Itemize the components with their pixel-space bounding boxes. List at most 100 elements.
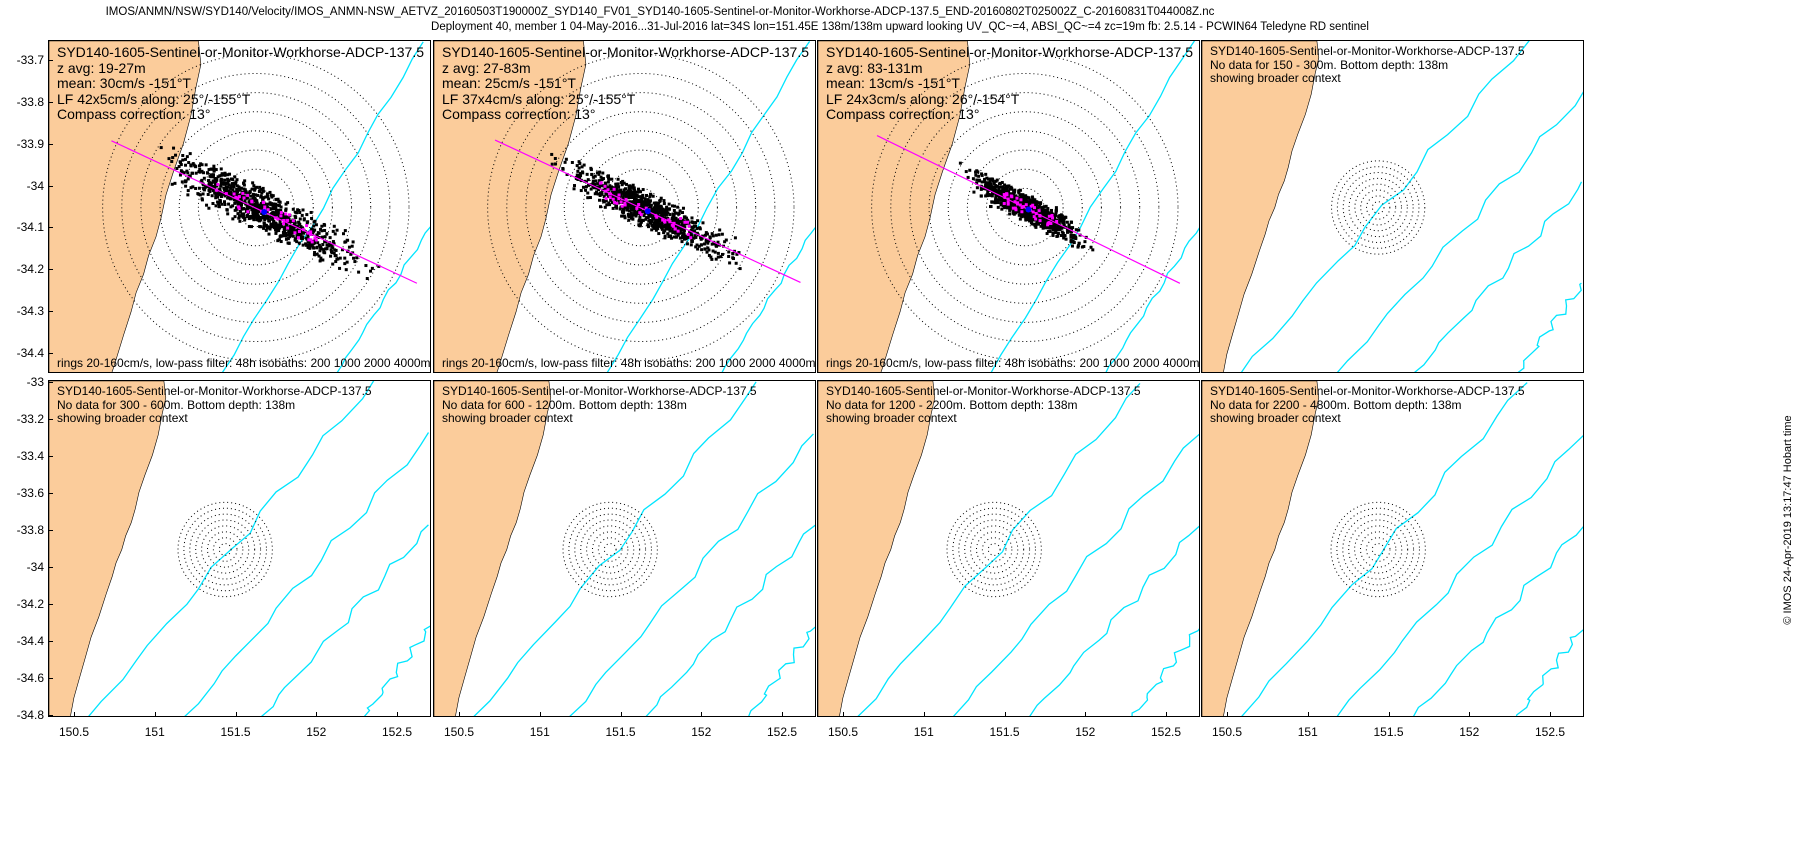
lowpass-point [306,231,310,235]
velocity-point [694,245,698,249]
velocity-point [1037,221,1041,225]
velocity-point [329,248,333,252]
velocity-point [251,192,255,196]
velocity-point [727,250,731,254]
velocity-point [727,254,731,258]
velocity-point [638,199,642,203]
velocity-point [1035,217,1039,221]
lowpass-point [279,214,283,218]
velocity-point [1070,240,1074,244]
velocity-point [1069,220,1073,224]
speed-ring [582,149,699,266]
velocity-point [265,214,269,218]
velocity-point [689,232,693,236]
lowpass-point [644,206,648,210]
lowpass-point [297,236,301,240]
velocity-point [312,220,316,224]
velocity-point [606,195,610,199]
velocity-point [593,192,597,196]
velocity-point [220,192,224,196]
velocity-point [249,206,253,210]
velocity-point [659,196,663,200]
speed-ring [580,519,641,580]
lowpass-point [1006,202,1010,206]
velocity-point [327,244,331,248]
velocity-point [317,254,321,258]
velocity-point [319,227,323,231]
speed-ring [966,149,1083,266]
velocity-point [645,216,649,220]
velocity-point [636,190,640,194]
velocity-point [601,171,605,175]
lowpass-point [1009,194,1013,198]
lowpass-point [639,213,643,217]
velocity-point [993,200,997,204]
velocity-point [254,208,258,212]
velocity-point [213,186,217,190]
velocity-point [658,210,662,214]
speed-ring [1342,513,1415,586]
velocity-point [1057,220,1061,224]
velocity-point [648,195,652,199]
velocity-point [602,195,606,199]
velocity-point [268,225,272,229]
isobath-line [1131,628,1199,716]
velocity-point [601,198,605,202]
velocity-point [737,251,741,255]
velocity-point [364,264,368,268]
velocity-point [1045,232,1049,236]
lowpass-point [1013,206,1017,210]
velocity-point [313,228,317,232]
land-polygon [434,41,587,372]
lowpass-point [623,201,627,205]
velocity-point [1039,224,1043,228]
velocity-point [575,173,579,177]
speed-ring [487,53,795,362]
speed-ring [958,513,1031,586]
velocity-point [233,175,237,179]
map-panel: SYD140-1605-Sentinel-or-Monitor-Workhors… [433,40,816,373]
velocity-point [985,183,989,187]
velocity-point [672,214,676,218]
velocity-point [647,202,651,206]
velocity-point [269,193,273,197]
velocity-point [610,177,614,181]
velocity-point [276,203,280,207]
velocity-point [600,184,604,188]
velocity-point [632,187,636,191]
velocity-point [200,178,204,182]
velocity-point [262,226,266,230]
velocity-point [1041,226,1045,230]
velocity-point [1030,222,1034,226]
velocity-point [302,217,306,221]
x-tick-label: 152 [306,725,327,739]
velocity-point [577,160,581,164]
velocity-point [1024,214,1028,218]
velocity-point [663,229,667,233]
velocity-point [1027,215,1031,219]
velocity-point [684,216,688,220]
velocity-point [1022,201,1026,205]
velocity-point [990,200,994,204]
velocity-point [677,226,681,230]
velocity-point [293,214,297,218]
speed-ring [1348,177,1408,238]
velocity-point [622,189,626,193]
isobath-line [221,41,424,372]
velocity-point [998,182,1002,186]
velocity-point [690,238,694,242]
velocity-point [606,180,610,184]
y-tick-label: -33.8 [16,94,44,109]
lowpass-point [263,205,267,209]
velocity-point [628,200,632,204]
isobath-line [1336,434,1583,716]
velocity-point [346,238,350,242]
velocity-point [654,228,658,232]
velocity-point [355,256,359,260]
velocity-point [1035,202,1039,206]
velocity-point [1034,222,1038,226]
isobath-line [990,41,1196,372]
velocity-point [301,231,305,235]
velocity-point [199,162,203,166]
velocity-point [253,187,257,191]
